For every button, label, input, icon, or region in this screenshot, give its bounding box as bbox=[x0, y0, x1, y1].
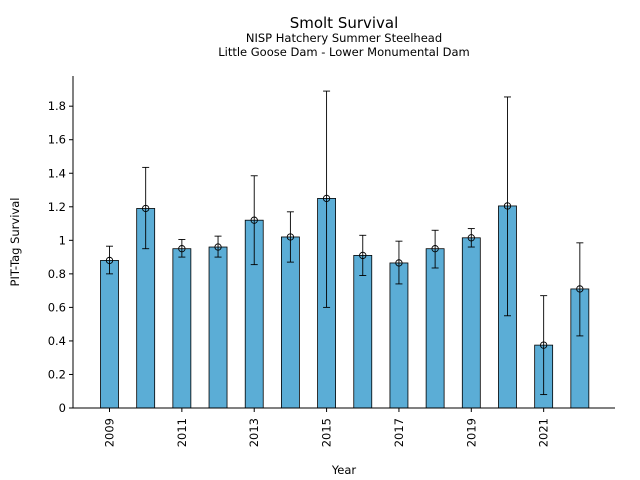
point-2009 bbox=[105, 256, 114, 265]
y-ticks-layer: 0 0.2 0.4 0.6 0.8 1 1.2 1.4 1.6 1.8 bbox=[48, 99, 73, 415]
y-tick-label: 0.8 bbox=[48, 267, 66, 281]
x-tick-label: 2011 bbox=[175, 418, 189, 447]
y-tick-label: 1.6 bbox=[48, 133, 66, 147]
y-tick-label: 1.4 bbox=[48, 166, 66, 180]
bar-2017 bbox=[389, 262, 409, 409]
x-tick-label: 2017 bbox=[392, 418, 406, 447]
chart-title: Smolt Survival bbox=[290, 14, 399, 32]
bar-2018 bbox=[425, 248, 445, 409]
bar-2019 bbox=[461, 237, 481, 409]
point-2016 bbox=[359, 251, 367, 260]
point-2017 bbox=[395, 259, 403, 267]
x-axis-label: Year bbox=[331, 463, 357, 477]
bar-2016 bbox=[353, 255, 373, 409]
x-tick-label: 2015 bbox=[320, 418, 334, 447]
x-tick-label: 2013 bbox=[247, 418, 261, 447]
x-tick-label: 2019 bbox=[464, 418, 478, 447]
y-tick-label: 0.6 bbox=[48, 300, 66, 314]
y-axis-label: PIT-Tag Survival bbox=[8, 198, 22, 287]
x-ticks-layer: 2009 2011 2013 2015 2017 2019 2021 bbox=[103, 408, 551, 447]
x-tick-label: 2009 bbox=[103, 418, 117, 447]
y-tick-label: 0.4 bbox=[48, 334, 66, 348]
bar-2009 bbox=[100, 260, 119, 409]
x-tick-label: 2021 bbox=[537, 418, 551, 447]
point-2022 bbox=[576, 285, 584, 293]
bars-layer bbox=[100, 198, 590, 409]
y-tick-label: 1.8 bbox=[48, 99, 66, 113]
point-2014 bbox=[286, 233, 295, 241]
y-tick-label: 1 bbox=[59, 233, 66, 247]
point-2010 bbox=[142, 204, 150, 213]
y-tick-label: 0.2 bbox=[48, 367, 66, 381]
chart-subtitle-line1: NISP Hatchery Summer Steelhead bbox=[246, 31, 442, 45]
point-2013 bbox=[250, 216, 258, 224]
point-2015 bbox=[322, 194, 331, 203]
error-bars-layer bbox=[105, 90, 584, 396]
chart-subtitle-line2: Little Goose Dam - Lower Monumental Dam bbox=[218, 45, 470, 59]
point-2018 bbox=[431, 245, 439, 253]
y-tick-label: 0 bbox=[59, 401, 66, 415]
point-2021 bbox=[540, 341, 548, 349]
point-2011 bbox=[178, 245, 186, 253]
point-2012 bbox=[214, 243, 222, 251]
bar-2014 bbox=[280, 236, 300, 409]
bar-2012 bbox=[208, 246, 228, 409]
bar-2011 bbox=[172, 248, 192, 409]
point-2019 bbox=[467, 234, 475, 242]
y-tick-label: 1.2 bbox=[48, 200, 66, 214]
point-2020 bbox=[503, 202, 512, 210]
